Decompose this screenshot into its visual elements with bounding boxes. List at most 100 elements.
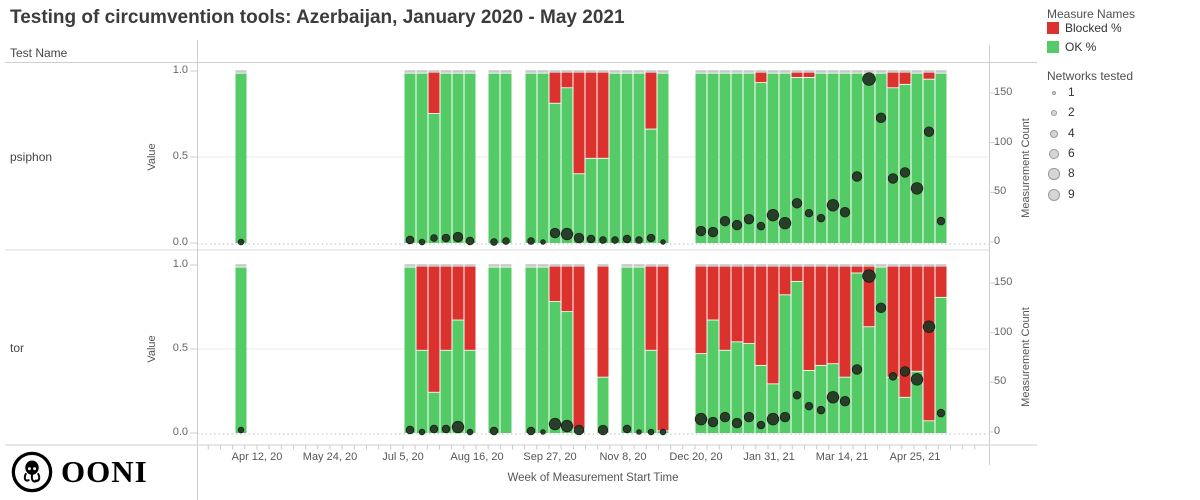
bar-segment-ok[interactable] bbox=[899, 84, 911, 243]
networks-dot[interactable] bbox=[910, 182, 924, 195]
networks-dot[interactable] bbox=[839, 207, 851, 218]
bar-segment-ok[interactable] bbox=[525, 267, 537, 433]
networks-dot[interactable] bbox=[622, 234, 632, 244]
networks-dot[interactable] bbox=[635, 236, 643, 244]
networks-dot[interactable] bbox=[418, 238, 426, 246]
networks-dot[interactable] bbox=[549, 227, 561, 239]
bar-segment-ok[interactable] bbox=[500, 73, 512, 243]
networks-dot[interactable] bbox=[923, 126, 935, 137]
networks-dot[interactable] bbox=[779, 411, 791, 423]
bar-segment-blocked[interactable] bbox=[815, 266, 827, 365]
networks-dot[interactable] bbox=[526, 426, 536, 436]
bar-segment-ok[interactable] bbox=[719, 350, 731, 433]
bar-segment-ok[interactable] bbox=[464, 73, 476, 243]
legend-size-circle[interactable] bbox=[1051, 90, 1057, 96]
networks-dot[interactable] bbox=[647, 428, 655, 436]
networks-dot[interactable] bbox=[804, 208, 814, 218]
bar-segment-ok[interactable] bbox=[935, 73, 947, 243]
bar-segment-blocked[interactable] bbox=[561, 72, 573, 88]
bar-segment-blocked[interactable] bbox=[597, 72, 609, 158]
bar-segment-ok[interactable] bbox=[743, 343, 755, 433]
bar-segment-ok[interactable] bbox=[573, 174, 585, 243]
bar-segment-ok[interactable] bbox=[500, 267, 512, 433]
bar-segment-ok[interactable] bbox=[404, 73, 416, 243]
networks-dot[interactable] bbox=[936, 216, 946, 226]
bar-segment-ok[interactable] bbox=[609, 73, 621, 243]
bar-segment-blocked[interactable] bbox=[923, 266, 935, 421]
bar-segment-ok[interactable] bbox=[707, 73, 719, 243]
networks-dot[interactable] bbox=[560, 419, 574, 433]
bar-segment-blocked[interactable] bbox=[440, 266, 452, 350]
bar-segment-ok[interactable] bbox=[549, 103, 561, 244]
bar-segment-blocked[interactable] bbox=[779, 266, 791, 295]
bar-segment-ok[interactable] bbox=[549, 301, 561, 433]
bar-segment-blocked[interactable] bbox=[695, 266, 707, 354]
bar-segment-blocked[interactable] bbox=[731, 266, 743, 342]
legend-size-circle[interactable] bbox=[1051, 110, 1057, 116]
networks-dot[interactable] bbox=[766, 412, 780, 426]
networks-dot[interactable] bbox=[694, 412, 708, 426]
bar-segment-ok[interactable] bbox=[695, 354, 707, 433]
bar-segment-ok[interactable] bbox=[863, 327, 875, 433]
networks-dot[interactable] bbox=[695, 225, 707, 237]
bar-segment-blocked[interactable] bbox=[549, 72, 561, 103]
networks-dot[interactable] bbox=[441, 233, 451, 243]
bar-segment-blocked[interactable] bbox=[899, 266, 911, 397]
bar-segment-blocked[interactable] bbox=[645, 266, 657, 350]
bar-segment-ok[interactable] bbox=[803, 370, 815, 433]
bar-segment-blocked[interactable] bbox=[791, 266, 803, 281]
networks-dot[interactable] bbox=[573, 424, 585, 436]
bar-segment-ok[interactable] bbox=[404, 267, 416, 433]
networks-dot[interactable] bbox=[862, 72, 876, 86]
bar-segment-blocked[interactable] bbox=[923, 72, 935, 79]
bar-segment-ok[interactable] bbox=[863, 73, 875, 243]
legend-measure-item[interactable]: Blocked % bbox=[1047, 21, 1122, 35]
bar-segment-ok[interactable] bbox=[851, 73, 863, 243]
bar-segment-blocked[interactable] bbox=[549, 266, 561, 302]
networks-dot[interactable] bbox=[875, 112, 887, 124]
networks-dot[interactable] bbox=[237, 426, 245, 434]
networks-dot[interactable] bbox=[778, 216, 792, 230]
bar-segment-ok[interactable] bbox=[791, 77, 803, 243]
bar-segment-ok[interactable] bbox=[911, 371, 923, 433]
bar-segment-blocked[interactable] bbox=[839, 266, 851, 377]
networks-dot[interactable] bbox=[418, 428, 426, 436]
bar-segment-ok[interactable] bbox=[488, 73, 500, 243]
networks-dot[interactable] bbox=[804, 401, 814, 411]
bar-segment-blocked[interactable] bbox=[755, 72, 767, 83]
bar-segment-blocked[interactable] bbox=[561, 266, 573, 312]
networks-dot[interactable] bbox=[441, 424, 451, 434]
networks-dot[interactable] bbox=[756, 420, 766, 430]
bar-segment-blocked[interactable] bbox=[597, 266, 609, 377]
bar-segment-ok[interactable] bbox=[803, 77, 815, 243]
networks-dot[interactable] bbox=[490, 238, 498, 246]
networks-dot[interactable] bbox=[816, 405, 826, 415]
bar-segment-ok[interactable] bbox=[537, 267, 549, 433]
legend-measure-item[interactable]: OK % bbox=[1047, 40, 1096, 54]
networks-dot[interactable] bbox=[451, 420, 465, 434]
networks-dot[interactable] bbox=[936, 408, 946, 418]
networks-dot[interactable] bbox=[405, 235, 415, 245]
networks-dot[interactable] bbox=[888, 372, 898, 381]
bar-segment-ok[interactable] bbox=[731, 342, 743, 433]
networks-dot[interactable] bbox=[743, 213, 755, 225]
bar-segment-ok[interactable] bbox=[923, 421, 935, 433]
networks-dot[interactable] bbox=[910, 373, 924, 386]
bar-segment-ok[interactable] bbox=[923, 79, 935, 243]
bar-segment-ok[interactable] bbox=[428, 114, 440, 243]
bar-segment-blocked[interactable] bbox=[464, 266, 476, 350]
networks-dot[interactable] bbox=[465, 236, 475, 246]
networks-dot[interactable] bbox=[756, 221, 766, 231]
bar-segment-blocked[interactable] bbox=[573, 72, 585, 174]
bar-segment-ok[interactable] bbox=[731, 73, 743, 243]
bar-segment-ok[interactable] bbox=[452, 73, 464, 243]
networks-dot[interactable] bbox=[429, 424, 439, 434]
networks-dot[interactable] bbox=[611, 236, 619, 244]
bar-segment-ok[interactable] bbox=[633, 267, 645, 433]
networks-dot[interactable] bbox=[899, 366, 911, 377]
bar-segment-blocked[interactable] bbox=[791, 72, 803, 78]
bar-segment-ok[interactable] bbox=[440, 350, 452, 433]
networks-dot[interactable] bbox=[430, 234, 438, 242]
networks-dot[interactable] bbox=[660, 239, 666, 245]
networks-dot[interactable] bbox=[826, 391, 840, 404]
